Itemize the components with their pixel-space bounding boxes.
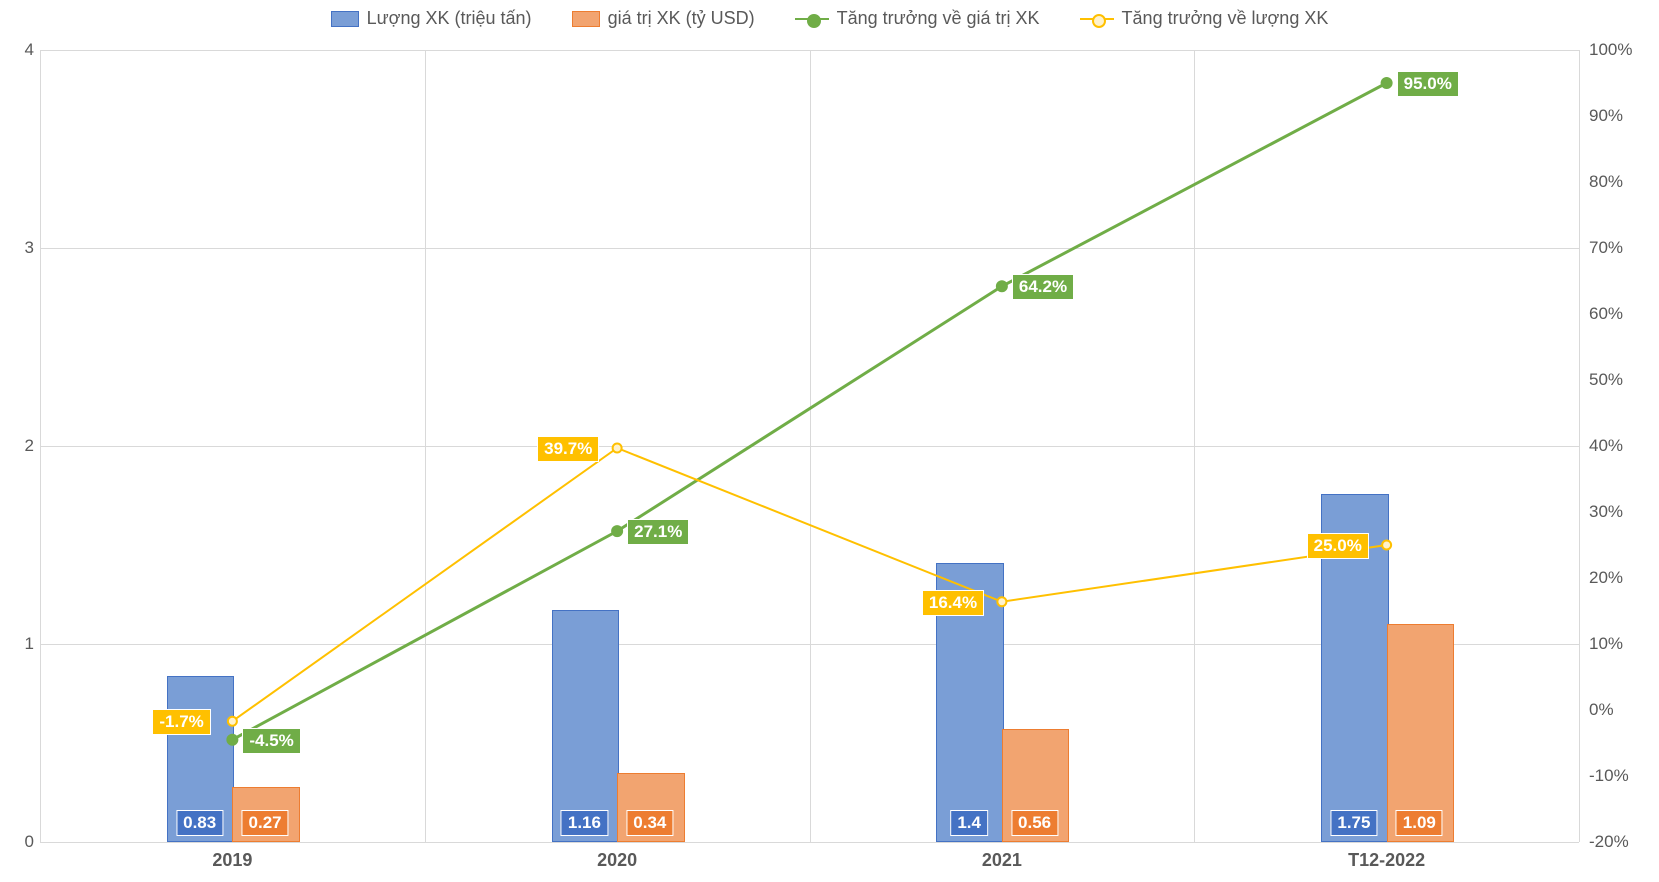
y-right-tick-label: 30% [1589,502,1623,522]
bar-value-label: 1.4 [950,810,988,836]
bar-value-label: 0.34 [626,810,673,836]
y-right-tick-label: 50% [1589,370,1623,390]
line-value-label: 27.1% [627,519,689,545]
line-value-label: 25.0% [1307,533,1369,559]
legend-label: Tăng trưởng về giá trị XK [837,8,1040,29]
legend-swatch-line [1080,18,1114,20]
y-left-tick-label: 0 [10,832,34,852]
series-marker [613,443,622,452]
y-right-tick-label: -10% [1589,766,1629,786]
y-right-tick-label: -20% [1589,832,1629,852]
y-right-tick-label: 60% [1589,304,1623,324]
series-marker [997,281,1007,291]
y-right-tick-label: 70% [1589,238,1623,258]
legend-swatch-bar [331,11,359,27]
x-tick-label: 2021 [982,850,1022,871]
y-right-tick-label: 80% [1589,172,1623,192]
line-value-label: 64.2% [1012,274,1074,300]
series-marker [612,526,622,536]
grid-line-v [810,50,811,842]
grid-line-h [40,842,1579,843]
legend-label: Lượng XK (triệu tấn) [367,8,532,29]
legend-item: giá trị XK (tỷ USD) [572,8,755,29]
bar-value-label: 0.56 [1011,810,1058,836]
line-value-label: -4.5% [242,728,300,754]
y-left-tick-label: 3 [10,238,34,258]
y-right-tick-label: 10% [1589,634,1623,654]
y-right-tick-label: 0% [1589,700,1614,720]
grid-line-v [425,50,426,842]
x-tick-label: 2019 [212,850,252,871]
y-left-tick-label: 4 [10,40,34,60]
grid-line-v [1194,50,1195,842]
bar-value-label: 1.16 [561,810,608,836]
y-right-tick-label: 40% [1589,436,1623,456]
legend-label: Tăng trưởng về lượng XK [1122,8,1329,29]
series-marker [1382,78,1392,88]
line-value-label: 95.0% [1397,71,1459,97]
legend: Lượng XK (triệu tấn) giá trị XK (tỷ USD) T… [0,8,1659,29]
grid-line-v [1579,50,1580,842]
y-right-tick-label: 20% [1589,568,1623,588]
legend-item: Tăng trưởng về lượng XK [1080,8,1329,29]
legend-swatch-bar [572,11,600,27]
bar-value-label: 0.83 [176,810,223,836]
bar-value-label: 1.09 [1396,810,1443,836]
legend-label: giá trị XK (tỷ USD) [608,8,755,29]
y-left-tick-label: 2 [10,436,34,456]
plot-area: 01234-20%-10%0%10%20%30%40%50%60%70%80%9… [40,50,1579,842]
x-tick-label: 2020 [597,850,637,871]
line-value-label: 16.4% [922,590,984,616]
bar-value-label: 0.27 [242,810,289,836]
y-right-tick-label: 90% [1589,106,1623,126]
line-value-label: -1.7% [152,709,210,735]
legend-item: Tăng trưởng về giá trị XK [795,8,1040,29]
bar-value-label: 1.75 [1330,810,1377,836]
export-chart: Lượng XK (triệu tấn) giá trị XK (tỷ USD) T… [0,0,1659,882]
x-tick-label: T12-2022 [1348,850,1425,871]
legend-swatch-line [795,18,829,20]
grid-line-v [40,50,41,842]
bar [552,610,619,842]
legend-item: Lượng XK (triệu tấn) [331,8,532,29]
y-left-tick-label: 1 [10,634,34,654]
y-right-tick-label: 100% [1589,40,1632,60]
line-value-label: 39.7% [537,436,599,462]
